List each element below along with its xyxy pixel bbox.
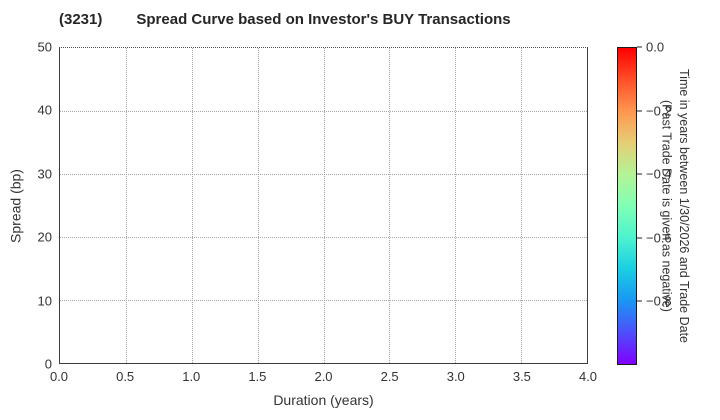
- colorbar-tick-label: 0.0: [646, 39, 665, 55]
- y-tick-label: 50: [37, 39, 52, 55]
- y-tick-label: 20: [37, 229, 52, 245]
- v-gridline: [389, 48, 391, 363]
- y-tick-labels: 0 10 20 30 40 50: [0, 40, 52, 372]
- x-tick-label: 2.5: [380, 369, 399, 384]
- v-gridline: [191, 48, 193, 363]
- colorbar-tick-mark: [637, 300, 642, 302]
- v-gridline: [125, 48, 127, 363]
- x-tick-label: 1.0: [182, 369, 201, 384]
- x-tick-label: 0.5: [116, 369, 135, 384]
- h-gridline: [60, 237, 587, 238]
- colorbar-label-line2: (Past Trade Date is given as negative): [659, 100, 674, 312]
- colorbar-label: Time in years between 1/30/2026 and Trad…: [657, 40, 692, 372]
- x-tick-label: 0.0: [49, 369, 69, 384]
- title-code: (3231): [59, 11, 103, 28]
- h-gridline: [60, 174, 587, 175]
- x-tick-label: 1.5: [248, 369, 267, 384]
- v-gridline: [521, 48, 523, 363]
- x-tick-label: 3.0: [446, 369, 465, 384]
- x-axis-label: Duration (years): [273, 392, 374, 408]
- title-row: (3231) Spread Curve based on Investor's …: [59, 11, 588, 31]
- y-tick-label: 0: [44, 356, 52, 372]
- v-gridline: [257, 48, 259, 363]
- colorbar-tick-label: −0.6: [646, 230, 672, 246]
- chart-title: Spread Curve based on Investor's BUY Tra…: [136, 11, 511, 28]
- colorbar-ticks: 0.0 −0.2 −0.4 −0.6 −0.8: [637, 40, 697, 365]
- plot-grid: [60, 48, 587, 363]
- x-tick-label: 2.0: [314, 369, 333, 384]
- colorbar-tick-mark: [637, 46, 642, 48]
- colorbar-tick-label: −0.8: [646, 293, 672, 309]
- y-tick-label: 10: [37, 293, 52, 309]
- x-tick-label: 3.5: [512, 369, 531, 384]
- colorbar-tick-label: −0.2: [646, 103, 672, 119]
- h-gridline: [60, 111, 587, 112]
- colorbar-tick-label: −0.4: [646, 166, 672, 182]
- h-gridline: [60, 300, 587, 301]
- v-gridline: [455, 48, 457, 363]
- x-tick-labels: 0.0 0.5 1.0 1.5 2.0 2.5 3.0 3.5 4.0: [50, 369, 597, 385]
- x-tick-label: 4.0: [578, 369, 598, 384]
- y-tick-label: 30: [37, 166, 52, 182]
- colorbar-label-line1: Time in years between 1/30/2026 and Trad…: [677, 68, 691, 343]
- plot-area: [59, 47, 588, 364]
- colorbar-tick-mark: [637, 173, 642, 175]
- v-gridline: [323, 48, 325, 363]
- colorbar-tick-mark: [637, 237, 642, 239]
- colorbar-gradient: [617, 47, 637, 365]
- y-tick-label: 40: [37, 102, 52, 118]
- colorbar-tick-mark: [637, 110, 642, 112]
